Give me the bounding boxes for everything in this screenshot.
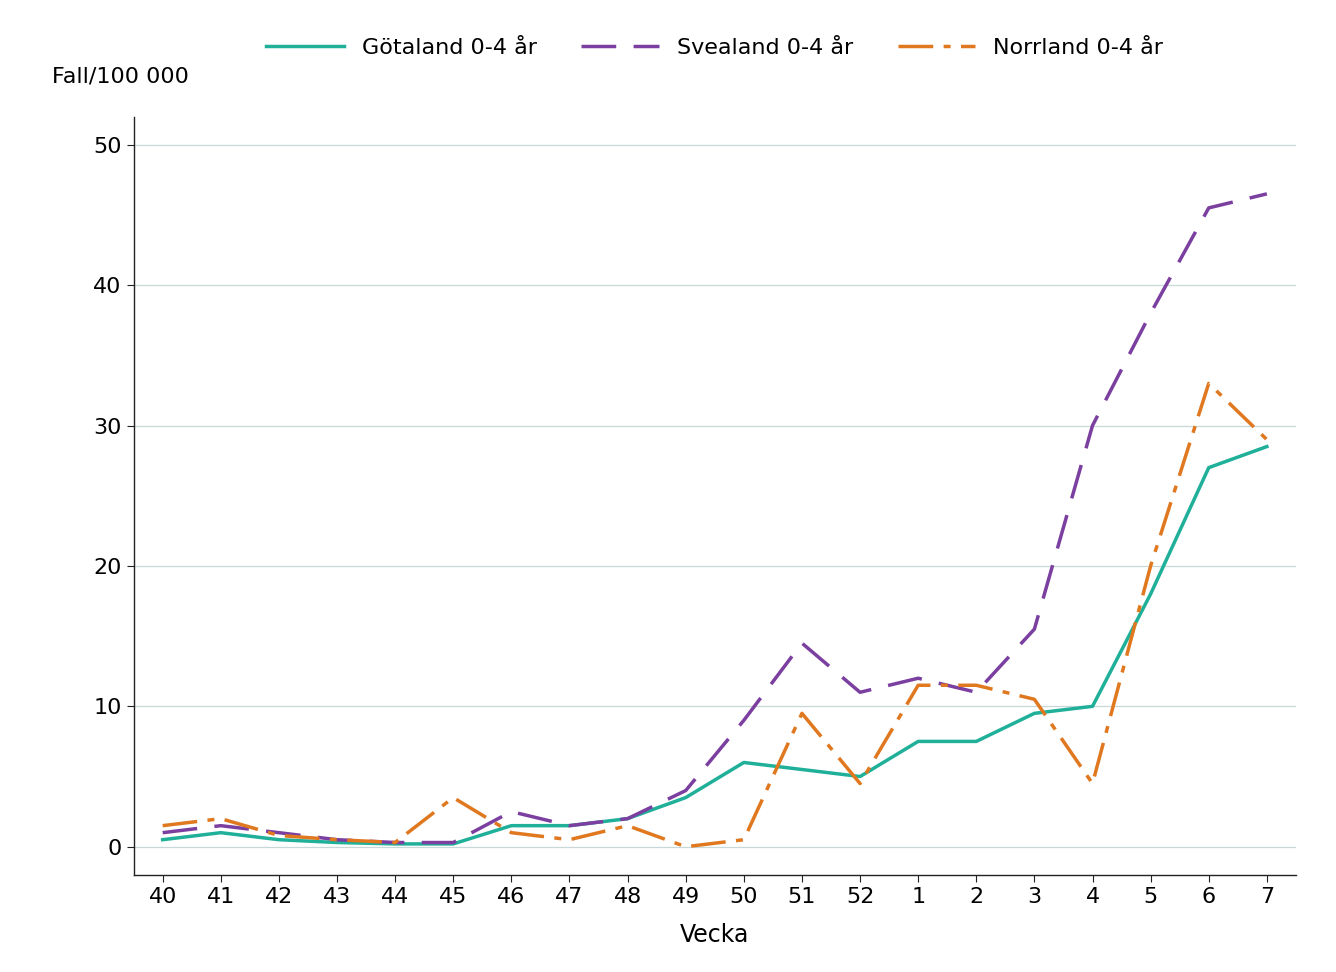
Legend: Götaland 0-4 år, Svealand 0-4 år, Norrland 0-4 år: Götaland 0-4 år, Svealand 0-4 år, Norrla… <box>258 29 1172 67</box>
Text: Fall/100 000: Fall/100 000 <box>52 66 190 87</box>
X-axis label: Vecka: Vecka <box>680 923 749 948</box>
